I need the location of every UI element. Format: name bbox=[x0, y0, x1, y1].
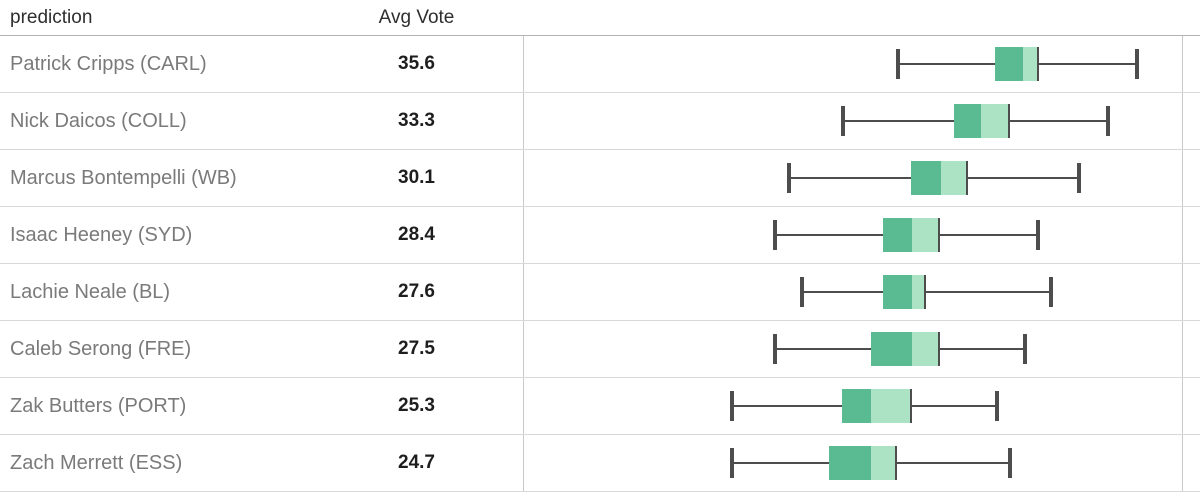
boxplot-cell[interactable] bbox=[523, 435, 1183, 491]
boxplot-whisker-cap-low bbox=[729, 448, 734, 478]
boxplot-upper-hinge bbox=[1007, 104, 1010, 138]
boxplot-cell[interactable] bbox=[523, 264, 1183, 320]
boxplot-upper-hinge bbox=[909, 389, 912, 423]
boxplot-whisker-cap-low bbox=[729, 391, 734, 421]
avg-vote-cell[interactable]: 35.6 bbox=[398, 53, 435, 74]
boxplot-upper-hinge bbox=[966, 161, 969, 195]
boxplot-box-lower bbox=[954, 104, 982, 138]
boxplot-whisker-cap-high bbox=[1106, 106, 1111, 136]
player-name-cell[interactable]: Zak Butters (PORT) bbox=[10, 394, 187, 417]
avg-vote-cell[interactable]: 27.5 bbox=[398, 338, 435, 359]
boxplot-whisker-cap-low bbox=[786, 163, 791, 193]
table-row: Caleb Serong (FRE) 27.5 bbox=[0, 321, 1200, 378]
boxplot-upper-hinge bbox=[938, 218, 941, 252]
boxplot-box-lower bbox=[882, 218, 912, 252]
player-name-cell[interactable]: Isaac Heeney (SYD) bbox=[10, 223, 193, 246]
rows-container: Patrick Cripps (CARL) 35.6 Nick Daicos (CO… bbox=[0, 36, 1200, 492]
boxplot-box-upper bbox=[911, 218, 940, 252]
column-header-prediction[interactable]: prediction bbox=[10, 6, 93, 28]
column-header-avg-vote[interactable]: Avg Vote bbox=[378, 6, 455, 28]
player-name-cell[interactable]: Lachie Neale (BL) bbox=[10, 280, 171, 303]
avg-vote-cell[interactable]: 30.1 bbox=[398, 167, 435, 188]
player-name-cell[interactable]: Nick Daicos (COLL) bbox=[10, 109, 187, 132]
avg-vote-cell[interactable]: 27.6 bbox=[398, 281, 435, 302]
player-name-cell[interactable]: Zach Merrett (ESS) bbox=[10, 451, 183, 474]
avg-vote-cell[interactable]: 28.4 bbox=[398, 224, 435, 245]
header-row: prediction Avg Vote bbox=[0, 0, 1200, 36]
boxplot-whisker-cap-low bbox=[800, 277, 805, 307]
boxplot-box-lower bbox=[910, 161, 941, 195]
boxplot-box-upper bbox=[870, 446, 897, 480]
table-row: Isaac Heeney (SYD) 28.4 bbox=[0, 207, 1200, 264]
boxplot-whisker-cap-high bbox=[1134, 49, 1139, 79]
boxplot-cell[interactable] bbox=[523, 321, 1183, 377]
boxplot-whisker-cap-high bbox=[1008, 448, 1013, 478]
boxplot-whisker-line bbox=[802, 291, 1052, 293]
boxplot-whisker-cap-high bbox=[1035, 220, 1040, 250]
boxplot-box-upper bbox=[911, 332, 940, 366]
avg-vote-cell[interactable]: 24.7 bbox=[398, 452, 435, 473]
boxplot-whisker-cap-low bbox=[841, 106, 846, 136]
avg-vote-cell[interactable]: 25.3 bbox=[398, 395, 435, 416]
boxplot-box-lower bbox=[870, 332, 912, 366]
boxplot-box-lower bbox=[995, 47, 1023, 81]
boxplot-whisker-cap-high bbox=[1022, 334, 1027, 364]
boxplot-whisker-cap-high bbox=[995, 391, 1000, 421]
boxplot-whisker-cap-high bbox=[1049, 277, 1054, 307]
table-row: Lachie Neale (BL) 27.6 bbox=[0, 264, 1200, 321]
boxplot-cell[interactable] bbox=[523, 378, 1183, 434]
avg-vote-cell[interactable]: 33.3 bbox=[398, 110, 435, 131]
boxplot-whisker-cap-low bbox=[772, 334, 777, 364]
boxplot-box-lower bbox=[829, 446, 871, 480]
boxplot-box-lower bbox=[882, 275, 912, 309]
boxplot-box-upper bbox=[911, 275, 925, 309]
boxplot-upper-hinge bbox=[895, 446, 898, 480]
boxplot-box-upper bbox=[940, 161, 968, 195]
table-row: Marcus Bontempelli (WB) 30.1 bbox=[0, 150, 1200, 207]
boxplot-upper-hinge bbox=[938, 332, 941, 366]
player-name-cell[interactable]: Patrick Cripps (CARL) bbox=[10, 52, 207, 75]
boxplot-whisker-cap-low bbox=[772, 220, 777, 250]
boxplot-box-lower bbox=[841, 389, 871, 423]
table-row: Patrick Cripps (CARL) 35.6 bbox=[0, 36, 1200, 93]
table-row: Nick Daicos (COLL) 33.3 bbox=[0, 93, 1200, 150]
boxplot-cell[interactable] bbox=[523, 207, 1183, 263]
player-name-cell[interactable]: Marcus Bontempelli (WB) bbox=[10, 166, 237, 189]
table-row: Zach Merrett (ESS) 24.7 bbox=[0, 435, 1200, 492]
boxplot-cell[interactable] bbox=[523, 93, 1183, 149]
table-row: Zak Butters (PORT) 25.3 bbox=[0, 378, 1200, 435]
player-name-cell[interactable]: Caleb Serong (FRE) bbox=[10, 337, 192, 360]
boxplot-upper-hinge bbox=[923, 275, 926, 309]
boxplot-box-upper bbox=[981, 104, 1009, 138]
boxplot-upper-hinge bbox=[1036, 47, 1039, 81]
boxplot-whisker-cap-low bbox=[895, 49, 900, 79]
boxplot-box-upper bbox=[1022, 47, 1038, 81]
boxplot-box-upper bbox=[870, 389, 911, 423]
boxplot-whisker-cap-high bbox=[1077, 163, 1082, 193]
boxplot-cell[interactable] bbox=[523, 36, 1183, 92]
boxplot-cell[interactable] bbox=[523, 150, 1183, 206]
